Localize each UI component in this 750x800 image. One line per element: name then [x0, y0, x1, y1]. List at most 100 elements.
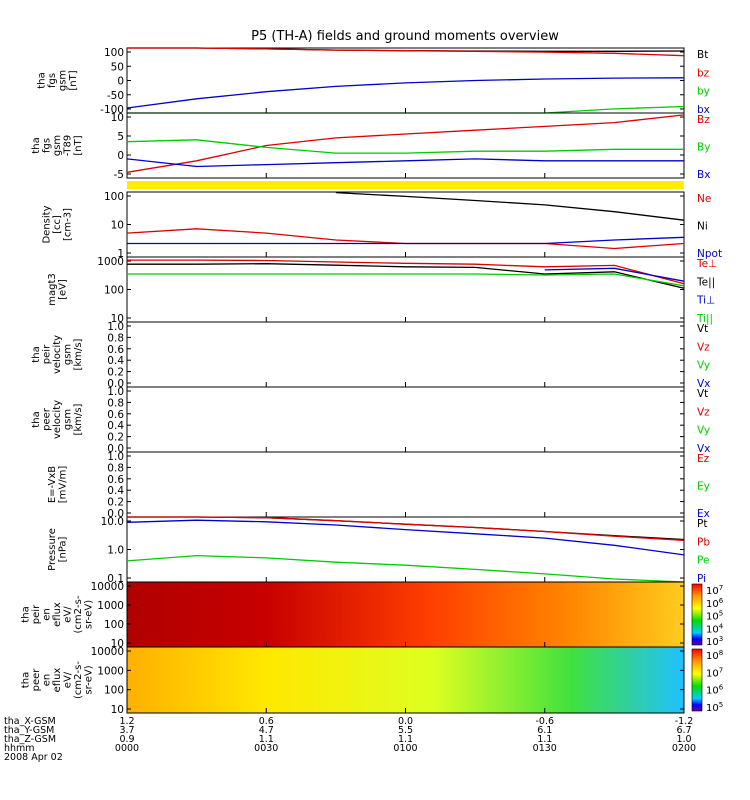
- colorbar-scale: [691, 583, 703, 646]
- y-axis-label-line: eflux: [52, 602, 63, 627]
- y-tick-label: -5: [114, 169, 124, 181]
- y-axis-label-line: tha: [21, 672, 32, 688]
- y-tick-label: 1.0: [107, 321, 124, 333]
- x-axis-value: 1.1: [537, 734, 552, 745]
- legend-label: Vz: [697, 341, 710, 353]
- legend-label: Vx: [697, 443, 710, 455]
- legend-label: Vt: [697, 388, 708, 400]
- y-axis-label-line: (cm2-s-: [73, 595, 84, 633]
- x-axis-value: 0200: [672, 743, 696, 754]
- y-tick-label: 0: [117, 150, 124, 162]
- panel-frame: [126, 47, 685, 114]
- panels: 100500-50-100thafgsgsm[nT]Btbzbybx1050-5…: [21, 47, 724, 716]
- y-axis-label-line: magt3: [47, 273, 58, 306]
- series-line-Bx: [126, 158, 684, 168]
- x-axis-value: 1.0: [676, 734, 691, 745]
- y-axis-label: E=-VxB[mV/m]: [47, 466, 69, 504]
- panel-peer_velocity: 1.00.80.60.40.20.0 thapeervelocitygsm[km/…: [31, 386, 710, 455]
- y-axis-label-line: tha: [31, 137, 42, 153]
- x-axis-value: 1.2: [119, 716, 134, 727]
- colorbar-tick-label: 108: [706, 649, 723, 662]
- x-axis-value: 0.0: [398, 716, 413, 727]
- panel-fgs_gsm: 100 50 0 -50 -100 thafgsgsm[nT] Bt bz by bx: [36, 47, 710, 116]
- colorbar-tick-exponent: 5: [719, 610, 723, 618]
- y-axis-label-line: tha: [21, 606, 32, 622]
- colorbar-tick-label: 106: [706, 597, 724, 610]
- y-tick-label: 1: [117, 248, 124, 260]
- y-axis-label: thapeirvelocitygsm[km/s]: [31, 335, 84, 374]
- colorbar-tick-label: 104: [706, 622, 724, 635]
- panel-density: 100 10 1 Density[cc][cm-3] Ne Ni Npot: [42, 191, 723, 260]
- y-tick-label: 0.8: [107, 462, 124, 474]
- y-axis-label-line: gsm: [52, 135, 63, 156]
- x-axis-row-label: tha_X-GSM: [4, 716, 56, 727]
- y-tick-label: 0.4: [107, 485, 124, 497]
- y-tick-label: 100: [104, 191, 124, 203]
- y-axis-label-line: peir: [42, 344, 53, 364]
- y-axis-label-line: [cm-3]: [63, 208, 74, 241]
- y-axis-label-line: [km/s]: [73, 403, 84, 435]
- panel-frame: [126, 386, 685, 453]
- panel-frame: [126, 321, 685, 388]
- colorbar-tick-exponent: 4: [719, 622, 724, 630]
- y-axis-label-line: sr-eV): [84, 665, 95, 694]
- y-axis-label: Density[cc][cm-3]: [42, 205, 74, 243]
- y-axis-label-line: tha: [36, 72, 47, 88]
- y-axis-label: thapeirenefluxeV/(cm2-s-sr-eV): [21, 595, 95, 633]
- y-tick-label: 0.6: [107, 474, 124, 486]
- series-line-Ne: [126, 228, 685, 250]
- figure-title: P5 (TH-A) fields and ground moments over…: [251, 29, 559, 44]
- y-tick-label: 0.6: [107, 344, 124, 356]
- x-axis-labels: tha_X-GSM 1.2 0.6 0.0 -0.6 -1.2 tha_Y-GSM 3.7 4.…: [4, 716, 696, 763]
- y-axis-label-line: [nPa]: [57, 536, 68, 562]
- legend-label: Ni: [697, 221, 708, 233]
- series-line-bz: [127, 47, 685, 57]
- y-axis-label-line: [nT]: [68, 70, 79, 90]
- colorbar: 108 107 106 105: [691, 648, 724, 714]
- colorbar-tick-label: 103: [706, 635, 723, 648]
- y-axis-label-line: Density: [42, 205, 53, 243]
- x-axis-value: 6.7: [676, 725, 691, 736]
- legend-label: by: [697, 86, 710, 98]
- legend-label: Te⊥: [696, 258, 717, 270]
- x-axis-value: 0.9: [119, 734, 134, 745]
- series-line-Te||: [127, 263, 685, 289]
- legend-label: By: [697, 142, 710, 154]
- legend-label: bx: [697, 104, 710, 116]
- y-axis-label-line: tha: [31, 346, 42, 362]
- x-axis-value: 0.6: [259, 716, 274, 727]
- legend-label: Ez: [697, 453, 710, 465]
- legend-label: Vy: [697, 425, 710, 437]
- panel-temperature: 1000 100 10 magt3[eV] Te⊥ Te|| Ti⊥ Ti||: [47, 256, 718, 325]
- y-tick-label: 1000: [97, 665, 124, 677]
- y-tick-label: 0.8: [107, 397, 124, 409]
- y-axis-label-line: peir: [31, 604, 42, 624]
- legend-label: Bx: [697, 169, 710, 181]
- y-axis-label-line: fgs: [42, 138, 53, 153]
- legend-label: Ex: [697, 508, 710, 520]
- y-axis-label-line: E=-VxB: [47, 466, 58, 503]
- y-tick-label: 0.2: [107, 367, 124, 379]
- panel-peer_spec: 108 107 106 105 10000 1000 100 10 thapeereneflux…: [21, 646, 724, 716]
- series-line-Npot: [127, 236, 685, 245]
- y-tick-label: 0.0: [107, 443, 124, 455]
- legend-label: Bt: [697, 49, 708, 61]
- y-axis-label-line: eV/: [63, 671, 74, 688]
- series-line-bx: [126, 77, 685, 109]
- series-line-Te⊥: [127, 259, 685, 285]
- y-axis-label: thapeerenefluxeV/(cm2-s-sr-eV): [21, 661, 95, 699]
- legend-label: Ti⊥: [696, 295, 715, 307]
- legend-label: Vy: [697, 360, 710, 372]
- colorbar-tick-exponent: 8: [719, 649, 723, 657]
- legend-label: Pb: [697, 536, 710, 548]
- x-axis-value: 0030: [254, 743, 278, 754]
- x-axis-value: -1.2: [675, 716, 694, 727]
- y-tick-label: 0: [117, 76, 124, 88]
- series-line-Ni: [335, 191, 685, 221]
- y-tick-label: 0.2: [107, 497, 124, 509]
- x-axis-value: 1.1: [398, 734, 413, 745]
- legend-label: Pe: [697, 555, 709, 567]
- colorbar-tick-exponent: 7: [719, 666, 723, 674]
- y-axis-label-line: gsm: [63, 409, 74, 430]
